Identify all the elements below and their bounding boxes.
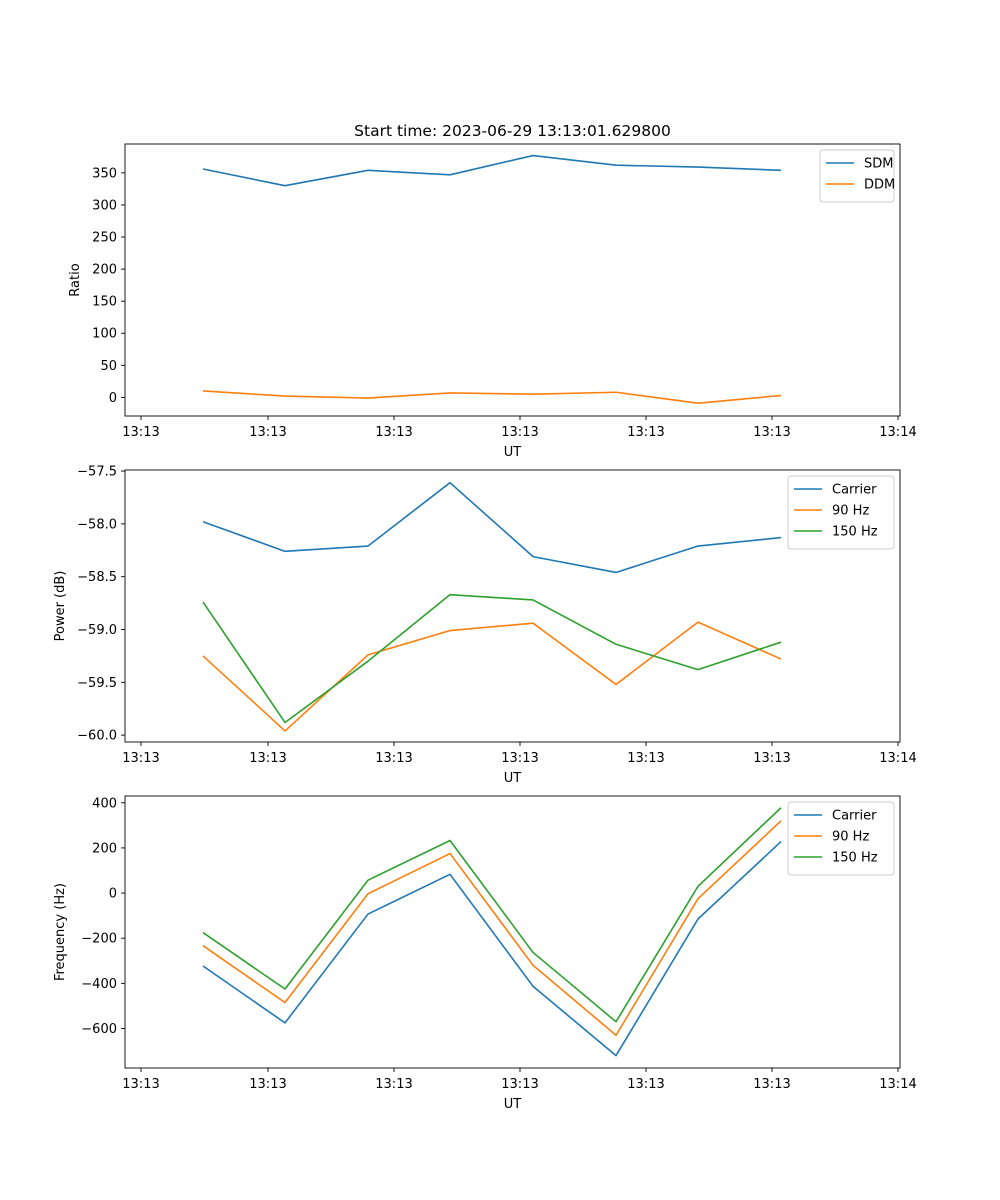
legend-label: DDM [864, 178, 895, 193]
legend: Carrier 90 Hz 150 Hz [787, 801, 895, 876]
x-tick-label: 13:13 [501, 1077, 538, 1092]
y-axis-label: Ratio [68, 263, 83, 296]
x-tick-label: 13:13 [501, 751, 538, 766]
x-tick-label: 13:13 [501, 425, 538, 440]
y-tick-label: −57.5 [77, 465, 117, 480]
x-axis-label: UT [504, 445, 522, 460]
chart-title: Start time: 2023-06-29 13:13:01.629800 [354, 122, 671, 140]
y-tick-label: −59.5 [77, 676, 117, 691]
series-line-150-hz [202, 593, 782, 724]
y-tick-label: 200 [92, 841, 117, 856]
legend-label: Carrier [832, 483, 877, 498]
legend: Carrier 90 Hz 150 Hz [787, 475, 895, 550]
y-tick-label: 250 [92, 231, 117, 246]
x-axis-label: UT [504, 771, 522, 786]
axes-frame [124, 795, 901, 1069]
x-tick-label: 13:13 [753, 751, 790, 766]
series-line-carrier [202, 481, 782, 574]
y-tick-label: −58.0 [77, 517, 117, 532]
x-tick-label: 13:13 [753, 1077, 790, 1092]
y-tick-label: 300 [92, 198, 117, 213]
x-tick-label: 13:13 [627, 1077, 664, 1092]
axes-frame [124, 143, 901, 417]
y-tick-label: −59.0 [77, 623, 117, 638]
y-tick-label: 50 [100, 359, 117, 374]
y-tick-label: 0 [109, 887, 117, 902]
y-tick-label: 150 [92, 295, 117, 310]
legend-label: 150 Hz [832, 525, 878, 540]
panel-3: 13:13 13:13 13:13 13:13 13:13 13:13 13:14 −600 −… [53, 795, 917, 1112]
x-tick-label: 13:14 [879, 425, 916, 440]
y-tick-label: −58.5 [77, 570, 117, 585]
legend-label: 90 Hz [832, 504, 869, 519]
legend-label: 90 Hz [832, 830, 869, 845]
y-tick-label: 350 [92, 166, 117, 181]
legend: SDM DDM [819, 149, 895, 203]
series-line-carrier [202, 841, 782, 1057]
series-line-sdm [202, 154, 782, 187]
y-tick-label: −60.0 [77, 729, 117, 744]
x-tick-label: 13:13 [753, 425, 790, 440]
y-tick-label: −200 [81, 932, 117, 947]
series-line-90-hz [202, 820, 782, 1037]
panel-1: 13:13 13:13 13:13 13:13 13:13 13:13 13:14 0 50 10… [68, 122, 917, 460]
x-tick-label: 13:13 [249, 425, 286, 440]
y-tick-label: 400 [92, 796, 117, 811]
series-line-150-hz [202, 807, 782, 1023]
y-tick-label: −600 [81, 1022, 117, 1037]
legend-label: Carrier [832, 809, 877, 824]
x-tick-label: 13:14 [879, 751, 916, 766]
x-tick-label: 13:13 [375, 1077, 412, 1092]
x-tick-label: 13:13 [249, 1077, 286, 1092]
y-tick-label: −400 [81, 977, 117, 992]
y-tick-label: 100 [92, 327, 117, 342]
x-tick-label: 13:13 [375, 751, 412, 766]
x-tick-label: 13:13 [249, 751, 286, 766]
legend-label: SDM [864, 157, 893, 172]
x-tick-label: 13:13 [627, 751, 664, 766]
x-tick-label: 13:13 [627, 425, 664, 440]
axes-frame [124, 469, 901, 743]
x-axis-label: UT [504, 1097, 522, 1112]
x-tick-label: 13:13 [122, 425, 159, 440]
series-line-90-hz [202, 621, 782, 732]
y-tick-label: 0 [109, 391, 117, 406]
x-tick-label: 13:13 [122, 751, 159, 766]
x-tick-label: 13:13 [375, 425, 412, 440]
legend-label: 150 Hz [832, 851, 878, 866]
y-tick-label: 200 [92, 263, 117, 278]
x-tick-label: 13:14 [879, 1077, 916, 1092]
series-line-ddm [202, 390, 782, 404]
y-axis-label: Frequency (Hz) [53, 883, 68, 981]
y-axis-label: Power (dB) [53, 571, 68, 642]
panel-2: 13:13 13:13 13:13 13:13 13:13 13:13 13:14 −60.0… [53, 465, 917, 786]
x-tick-label: 13:13 [122, 1077, 159, 1092]
